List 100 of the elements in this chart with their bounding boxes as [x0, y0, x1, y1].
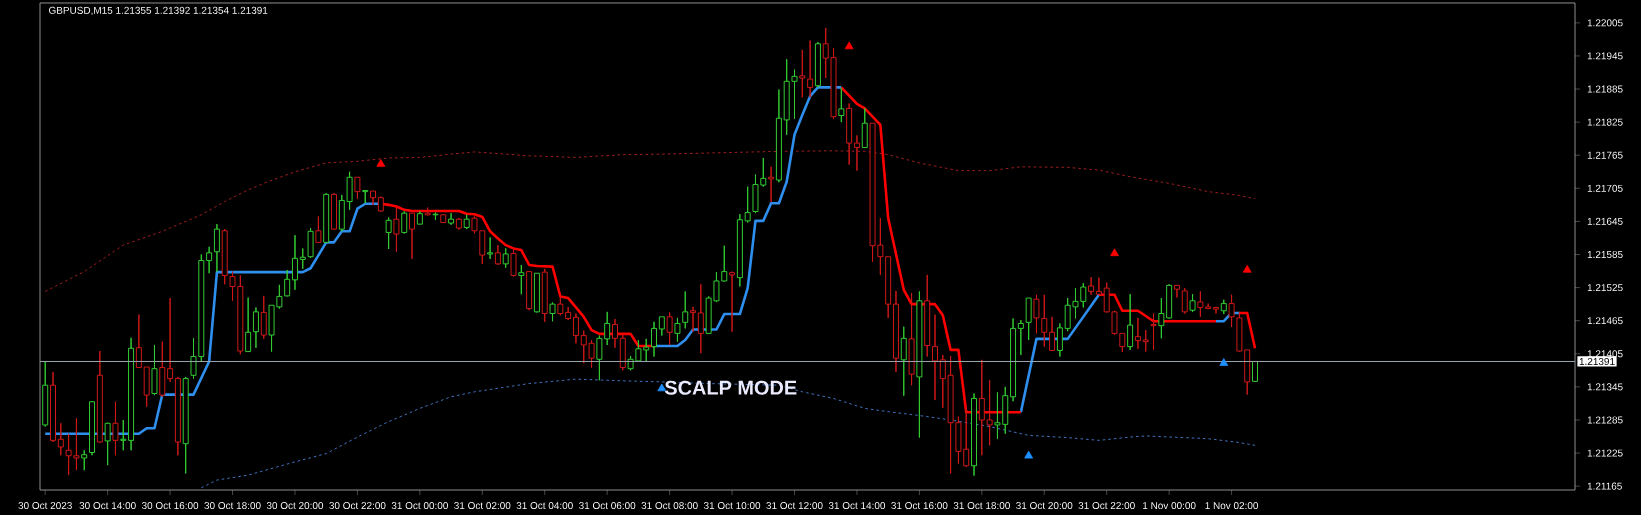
candlestick — [448, 212, 455, 226]
candlestick — [1134, 317, 1141, 350]
candlestick — [299, 247, 306, 270]
candlestick — [682, 290, 689, 329]
candlestick — [1088, 276, 1095, 296]
x-tick-label: 30 Oct 20:00 — [266, 502, 324, 510]
candlestick — [135, 314, 142, 369]
point — [1024, 450, 1034, 459]
candlestick — [1166, 283, 1173, 319]
candlestick — [213, 223, 220, 273]
y-tick-label: 1.21885 — [1587, 85, 1623, 93]
candlestick — [775, 89, 782, 183]
candlestick — [409, 212, 416, 260]
candlestick — [572, 313, 579, 344]
candlestick — [744, 186, 751, 223]
candlestick — [1212, 306, 1219, 315]
x-tick-label: 31 Oct 10:00 — [703, 502, 761, 510]
y-tick-label: 1.21465 — [1587, 317, 1623, 325]
candlestick — [1142, 329, 1149, 353]
point — [376, 159, 386, 167]
candlestick — [892, 290, 899, 373]
candlestick — [42, 360, 49, 428]
candlestick — [206, 246, 213, 274]
x-tick-label: 30 Oct 18:00 — [204, 502, 261, 510]
candlestick — [370, 190, 377, 206]
x-tick-label: 31 Oct 12:00 — [766, 502, 823, 510]
y-tick-label: 1.21645 — [1587, 217, 1623, 225]
candlestick — [533, 272, 540, 313]
candlestick — [1095, 277, 1102, 296]
candlestick — [50, 371, 57, 443]
y-tick-label: 1.21585 — [1587, 250, 1623, 259]
candlestick — [174, 376, 181, 456]
line-series — [200, 378, 1256, 489]
candlestick — [331, 192, 337, 231]
candlestick — [931, 314, 938, 401]
x-tick-label: 31 Oct 20:00 — [1016, 502, 1073, 510]
candlestick — [1017, 319, 1024, 356]
candlestick — [1127, 293, 1134, 351]
point — [1110, 248, 1119, 257]
x-tick-label: 31 Oct 00:00 — [391, 502, 448, 510]
candlestick — [853, 134, 860, 172]
candlestick — [221, 228, 228, 285]
candlestick — [455, 217, 462, 231]
y-tick-label: 1.22005 — [1587, 19, 1623, 27]
x-tick-label: 1 Nov 00:00 — [1143, 502, 1196, 510]
candlestick — [1049, 316, 1056, 352]
candlestick — [167, 297, 174, 383]
candlestick — [494, 244, 501, 266]
x-tick-label: 30 Oct 16:00 — [141, 502, 199, 510]
candlestick — [1010, 317, 1017, 402]
candlestick — [611, 318, 618, 349]
candlestick — [487, 236, 494, 260]
annotation: SCALP MODE — [664, 380, 797, 395]
y-tick-label: 1.21405 — [1587, 350, 1623, 358]
candlestick — [89, 400, 96, 456]
candlestick — [729, 271, 736, 333]
y-tick-label: 1.21225 — [1587, 449, 1623, 457]
y-tick-label: 1.21765 — [1587, 151, 1623, 159]
candlestick — [651, 321, 658, 358]
candlestick — [807, 39, 814, 98]
chart-title: GBPUSD,M15 1.21355 1.21392 1.21354 1.21391 — [49, 6, 268, 16]
x-tick-label: 31 Oct 08:00 — [641, 502, 698, 510]
x-tick-label: 30 Oct 22:00 — [329, 502, 386, 510]
candlestick — [690, 306, 697, 333]
point — [844, 41, 854, 50]
line-series — [44, 150, 1256, 292]
x-tick-label: 31 Oct 16:00 — [891, 502, 948, 510]
candlestick — [1252, 360, 1258, 383]
y-tick-label: 1.21165 — [1587, 482, 1622, 490]
y-tick-label: 1.21285 — [1587, 416, 1623, 424]
candlestick — [736, 213, 743, 287]
x-tick-label: 1 Nov 02:00 — [1205, 502, 1259, 510]
x-tick-label: 31 Oct 06:00 — [579, 502, 636, 510]
y-tick-label: 1.21525 — [1587, 284, 1623, 292]
candlestick — [182, 376, 189, 474]
candlestick — [565, 306, 572, 321]
candlestick — [768, 166, 775, 203]
x-tick-label: 30 Oct 14:00 — [79, 502, 136, 510]
x-tick-label: 30 Oct 2023 — [18, 502, 72, 510]
candlestick — [252, 306, 259, 349]
candlestick — [1173, 284, 1180, 299]
x-tick-label: 31 Oct 04:00 — [516, 502, 573, 510]
candlestick — [291, 234, 298, 291]
point — [1219, 358, 1229, 366]
candlestick — [1056, 322, 1063, 358]
x-tick-label: 31 Oct 22:00 — [1078, 502, 1135, 510]
x-tick-label: 31 Oct 02:00 — [454, 502, 511, 510]
x-tick-label: 31 Oct 18:00 — [953, 502, 1010, 510]
y-tick-label: 1.21825 — [1587, 118, 1623, 126]
candlestick — [416, 210, 423, 225]
y-tick-label: 1.21705 — [1587, 184, 1623, 192]
candlestick — [377, 196, 384, 212]
x-tick-label: 31 Oct 14:00 — [828, 502, 886, 510]
y-tick-label: 1.21945 — [1587, 52, 1623, 60]
candlestick — [128, 337, 135, 451]
y-tick-label: 1.21345 — [1587, 383, 1623, 391]
candlestick — [846, 102, 853, 166]
ref-line-label: 1.21391 — [1579, 357, 1615, 366]
candlestick — [814, 41, 821, 88]
candlestick — [971, 392, 978, 477]
